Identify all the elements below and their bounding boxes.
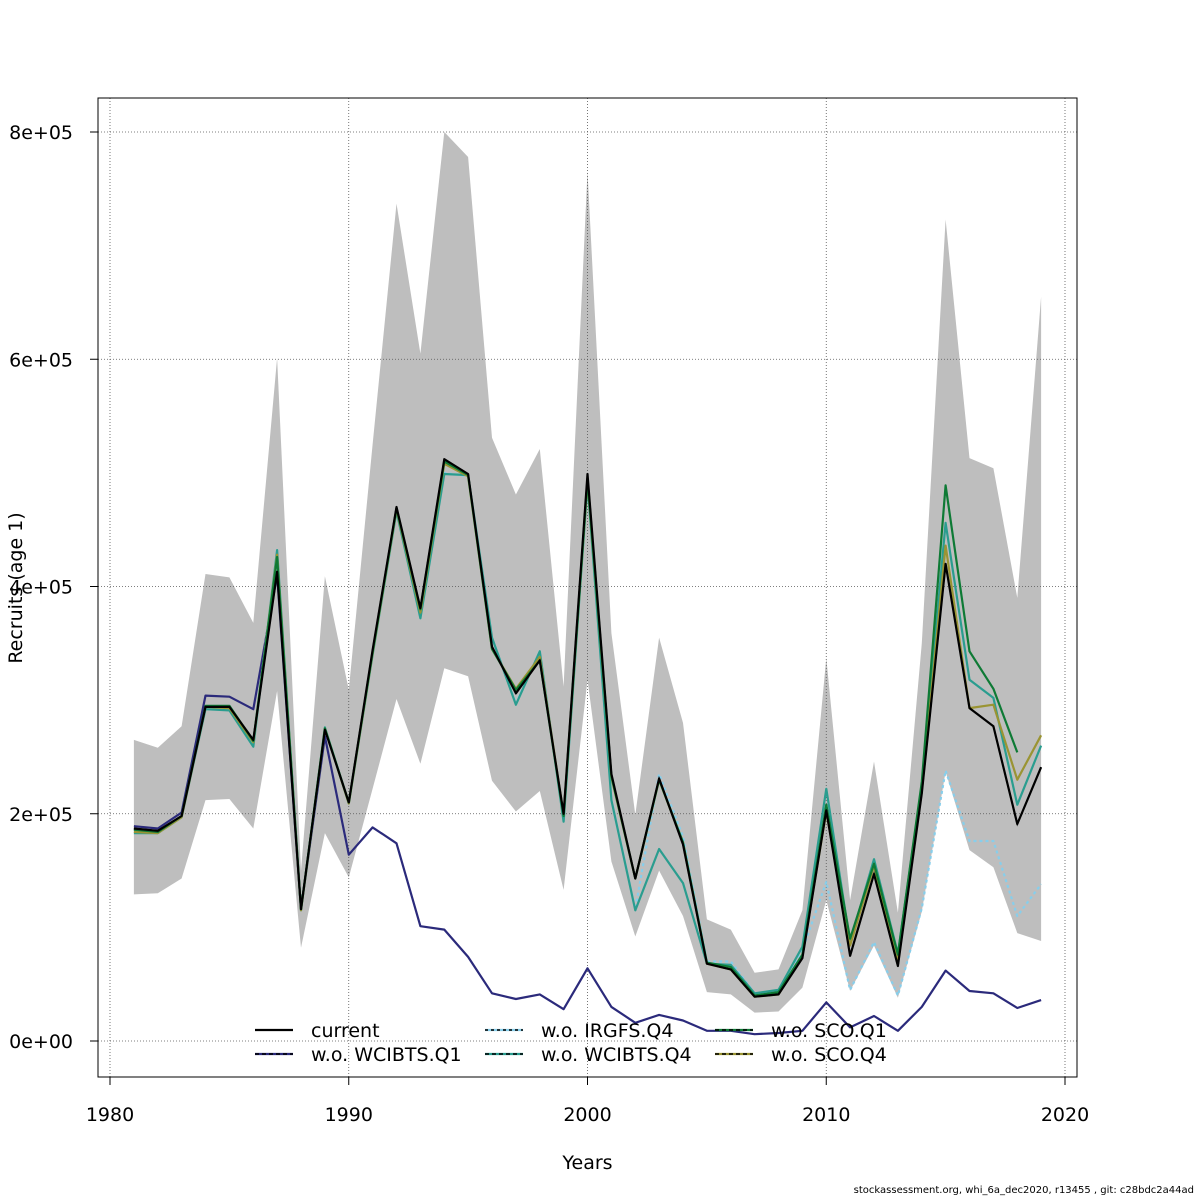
x-tick-label: 2020	[1041, 1104, 1089, 1126]
legend-label: w.o. SCO.Q4	[771, 1044, 887, 1066]
axes: 1980 1990 2000 2010 2020 0e+00 2e+05 4e+05 6e+05…	[9, 122, 1089, 1126]
legend-label: current	[311, 1020, 380, 1042]
x-tick-label: 2010	[802, 1104, 850, 1126]
y-axis-title: Recruits (age 1)	[5, 512, 27, 663]
legend-label: w.o. WCIBTS.Q4	[541, 1044, 692, 1066]
y-tick-label: 4e+05	[9, 577, 73, 599]
y-tick-label: 8e+05	[9, 122, 73, 144]
footer-caption: stockassessment.org, whi_6a_dec2020, r13…	[853, 1185, 1194, 1196]
y-tick-label: 6e+05	[9, 349, 73, 371]
grid	[98, 98, 1077, 1077]
x-tick-label: 1980	[86, 1104, 134, 1126]
y-tick-label: 0e+00	[9, 1031, 73, 1053]
legend-label: w.o. WCIBTS.Q1	[311, 1044, 462, 1066]
series-line-current-overlay	[133, 457, 1042, 998]
x-axis-title: Years	[561, 1152, 612, 1174]
x-tick-label: 1990	[325, 1104, 373, 1126]
legend-label: w.o. IRGFS.Q4	[541, 1020, 673, 1042]
series-lines	[133, 457, 1043, 1036]
y-tick-label: 2e+05	[9, 804, 73, 826]
x-tick-label: 2000	[563, 1104, 611, 1126]
legend-label: w.o. SCO.Q1	[771, 1020, 887, 1042]
